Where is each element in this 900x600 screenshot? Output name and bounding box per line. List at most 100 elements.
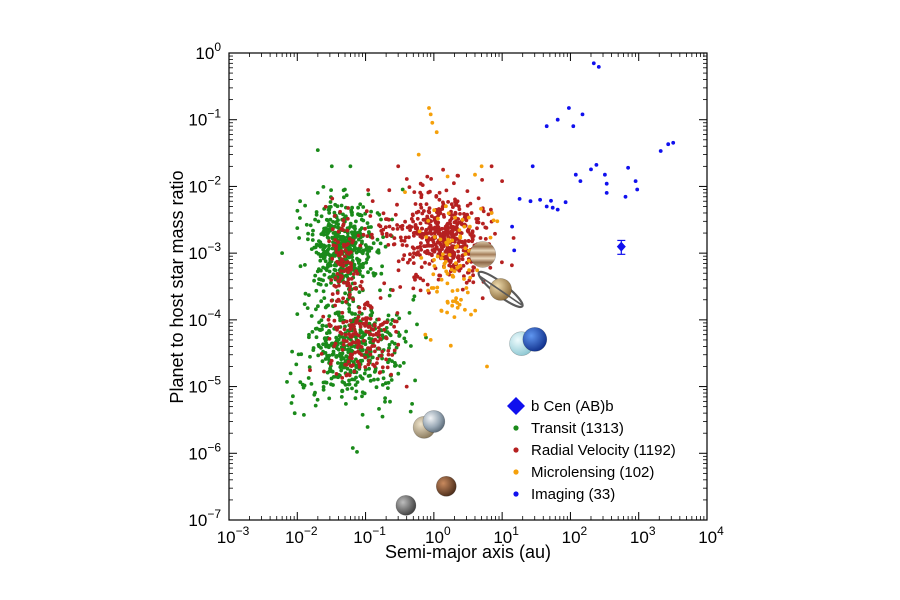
data-point (346, 382, 351, 387)
data-point (344, 319, 349, 324)
mars-icon (435, 475, 457, 497)
data-point (298, 199, 302, 204)
data-point (461, 263, 466, 268)
x-tick-label: 100 (425, 524, 451, 547)
plot-frame (228, 52, 708, 521)
data-point (332, 214, 337, 218)
data-point (387, 342, 392, 347)
data-point (386, 352, 391, 357)
data-point (418, 288, 423, 293)
data-point (511, 236, 516, 240)
data-point (308, 368, 312, 373)
data-point (386, 313, 391, 318)
data-point (346, 206, 350, 210)
data-point (485, 364, 489, 369)
data-point (345, 260, 350, 264)
solar-system-planets-layer (395, 241, 548, 516)
data-point (455, 300, 460, 305)
data-point (360, 274, 365, 279)
data-point (342, 381, 347, 385)
data-point (495, 219, 500, 224)
data-point (440, 207, 445, 211)
data-point (466, 239, 471, 243)
data-point (447, 253, 452, 257)
data-point (353, 340, 358, 345)
data-point (345, 280, 350, 285)
data-point (437, 248, 441, 252)
data-point (426, 219, 431, 223)
data-point (398, 364, 402, 368)
data-point (479, 206, 483, 211)
data-point (338, 354, 343, 359)
data-point (433, 227, 437, 231)
data-point (408, 409, 413, 414)
data-point (573, 172, 578, 177)
data-point (427, 206, 432, 211)
data-point (382, 281, 387, 286)
data-point (386, 217, 391, 222)
data-point (350, 446, 355, 450)
data-point (571, 124, 576, 129)
data-point (392, 236, 397, 241)
data-point (343, 248, 348, 253)
data-point (530, 164, 535, 169)
data-point (291, 394, 295, 399)
data-point (388, 399, 392, 404)
data-point (378, 323, 383, 327)
data-point (353, 350, 357, 355)
data-point (366, 255, 371, 259)
data-point (327, 396, 332, 401)
data-point (415, 226, 420, 230)
data-point (323, 357, 328, 361)
data-point (439, 256, 444, 261)
data-point (348, 352, 353, 357)
data-point (666, 142, 671, 147)
data-point (481, 221, 485, 226)
data-point (399, 238, 404, 243)
x-axis-label: Semi-major axis (au) (385, 542, 551, 562)
data-point (466, 215, 471, 220)
data-point (466, 258, 471, 263)
data-point (427, 106, 431, 110)
data-point (416, 152, 421, 157)
data-point (450, 273, 455, 278)
data-point (517, 197, 522, 201)
data-point (555, 117, 560, 122)
data-point (347, 288, 352, 292)
data-point (450, 226, 454, 231)
data-point (356, 315, 361, 319)
data-point (340, 364, 345, 369)
data-point (409, 344, 413, 348)
data-point (351, 238, 355, 243)
data-point (626, 165, 630, 170)
data-point (315, 148, 320, 153)
data-point (348, 363, 353, 368)
data-point (456, 204, 461, 209)
data-point (311, 346, 316, 350)
data-point (456, 254, 461, 259)
data-point (454, 245, 458, 250)
data-point (298, 380, 303, 384)
data-point (347, 265, 352, 270)
data-point (377, 407, 381, 411)
data-point (368, 267, 373, 271)
data-point (403, 219, 407, 224)
data-point (341, 296, 345, 301)
data-point (452, 269, 457, 274)
data-point (468, 224, 472, 229)
data-point (396, 342, 401, 347)
data-point (303, 263, 307, 267)
data-point (411, 255, 415, 259)
data-point (309, 247, 314, 252)
data-point (360, 358, 365, 363)
data-point (330, 292, 335, 296)
data-point (365, 221, 370, 226)
data-point (478, 236, 483, 240)
data-point (386, 349, 391, 353)
data-point (462, 277, 466, 281)
data-point (455, 288, 460, 293)
data-point (393, 364, 397, 368)
data-point (544, 124, 549, 129)
data-point (358, 202, 363, 207)
data-point (364, 260, 369, 265)
